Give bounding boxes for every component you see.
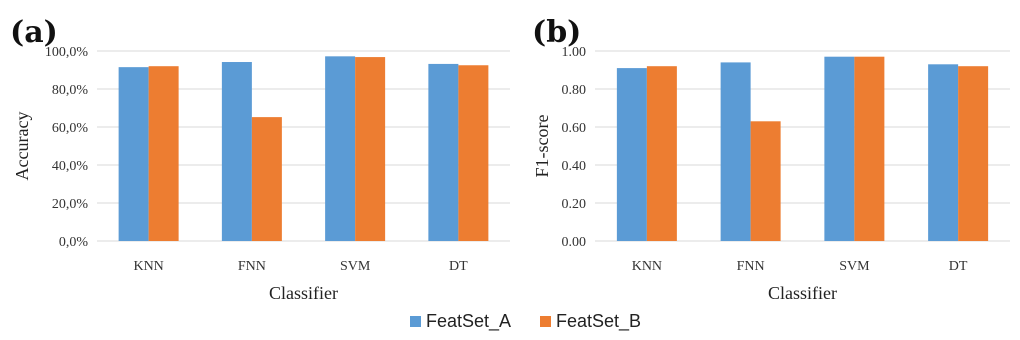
y-tick-label: 1.00	[562, 45, 587, 60]
x-tick-label-dt: DT	[449, 259, 468, 274]
y-axis-title: F1-score	[532, 114, 552, 177]
x-tick-label-svm: SVM	[340, 259, 371, 274]
bar-knn-featset-b	[148, 66, 179, 241]
bar-svm-featset-a	[325, 56, 356, 241]
bar-svm-featset-b	[355, 57, 386, 241]
bar-dt-featset-a	[428, 63, 459, 241]
bar-fnn-featset-a	[221, 62, 252, 241]
bar-dt-featset-a	[928, 64, 959, 241]
y-tick-label: 40,0%	[52, 159, 89, 174]
bar-fnn-featset-b	[750, 121, 781, 241]
x-axis-title: Classifier	[768, 283, 837, 303]
x-tick-label-knn: KNN	[632, 259, 662, 274]
x-tick-label-fnn: FNN	[238, 259, 266, 274]
y-tick-label: 80,0%	[52, 83, 89, 98]
x-tick-label-fnn: FNN	[737, 259, 765, 274]
legend-label-featset-a: FeatSet_A	[426, 311, 511, 332]
y-tick-label: 0,0%	[59, 235, 89, 250]
bar-dt-featset-b	[458, 65, 489, 241]
y-tick-label: 0.20	[562, 197, 587, 212]
legend: FeatSet_A FeatSet_B	[410, 311, 641, 332]
y-tick-label: 60,0%	[52, 121, 89, 136]
bar-fnn-featset-a	[720, 62, 751, 242]
y-tick-label: 0.40	[562, 159, 587, 174]
panel-b-chart: (b) 0.00 0.20 0.40 0.60 0.80 1.00 KNN FNN SVM DT Cl…	[532, 15, 1010, 303]
y-tick-label: 20,0%	[52, 197, 89, 212]
y-tick-label: 0.60	[562, 121, 587, 136]
y-tick-label: 0.80	[562, 83, 587, 98]
legend-label-featset-b: FeatSet_B	[556, 311, 641, 332]
bar-knn-featset-a	[616, 68, 647, 241]
x-tick-label-dt: DT	[949, 259, 968, 274]
x-axis-title: Classifier	[269, 283, 338, 303]
legend-swatch-featset-b	[540, 316, 551, 327]
panel-a-chart: (a) 0,0% 20,0% 40,0% 60,0% 80,0% 100,0% KNN FNN S…	[10, 15, 510, 303]
bar-fnn-featset-b	[251, 117, 282, 241]
y-tick-label: 100,0%	[45, 45, 89, 60]
bar-dt-featset-b	[958, 66, 989, 241]
x-tick-label-knn: KNN	[133, 259, 163, 274]
bar-knn-featset-a	[118, 67, 149, 242]
y-tick-label: 0.00	[562, 235, 587, 250]
x-tick-label-svm: SVM	[839, 259, 870, 274]
legend-swatch-featset-a	[410, 316, 421, 327]
bar-svm-featset-a	[824, 56, 855, 242]
bar-svm-featset-b	[854, 56, 885, 242]
y-axis-title: Accuracy	[12, 112, 32, 181]
panel-a-label: (a)	[10, 15, 58, 50]
bar-knn-featset-b	[646, 66, 677, 241]
panel-b-label: (b)	[532, 15, 581, 50]
